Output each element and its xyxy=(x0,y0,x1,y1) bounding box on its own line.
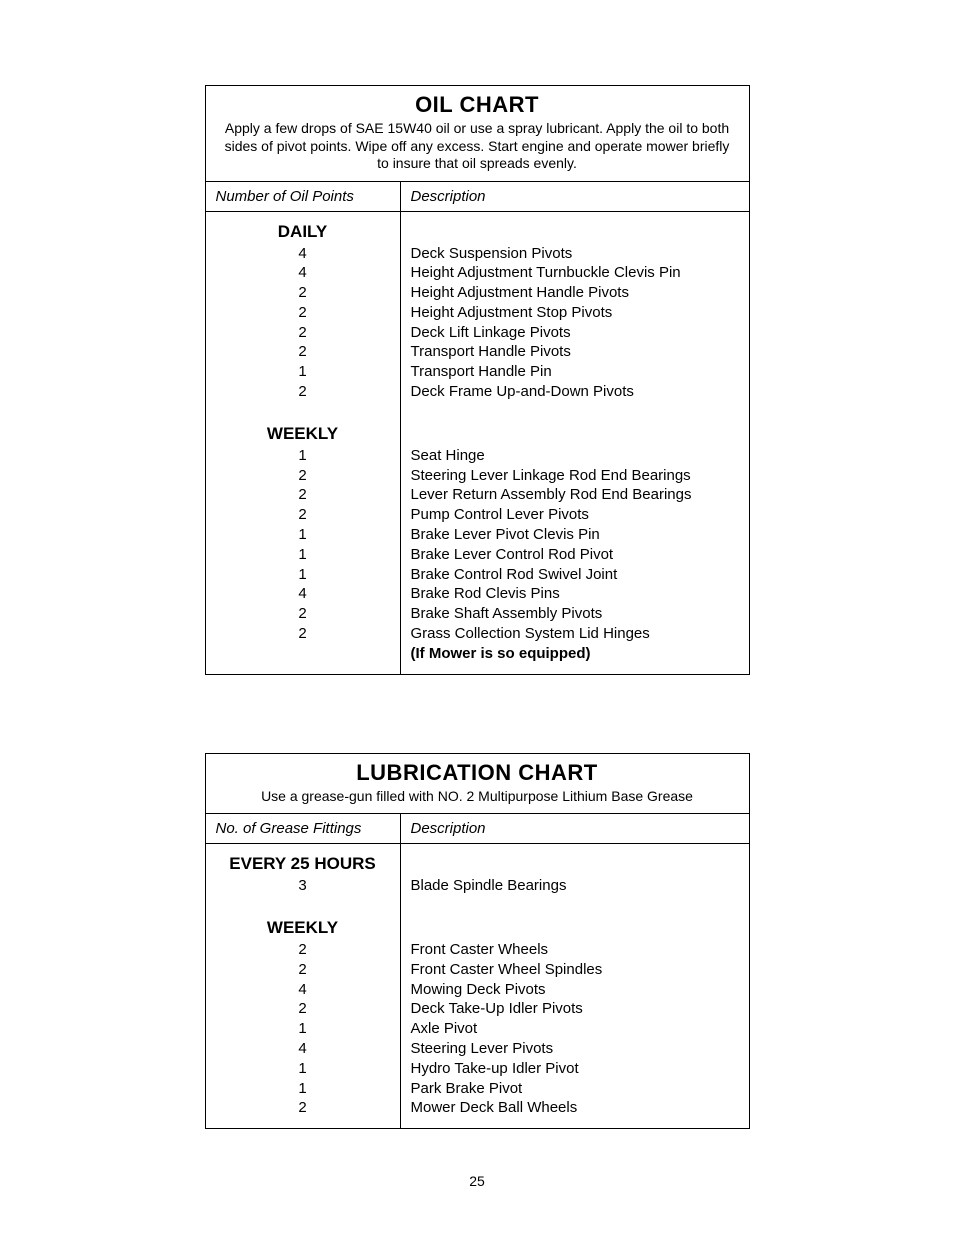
lube-chart-header: LUBRICATION CHART Use a grease-gun fille… xyxy=(206,754,749,815)
lube-chart-body-right: Blade Spindle Bearings Front Caster Whee… xyxy=(401,844,749,1128)
lube-section-title-25h: EVERY 25 HOURS xyxy=(206,854,400,874)
lube-desc: Steering Lever Pivots xyxy=(411,1039,739,1059)
oil-chart-body-left: DAILY 4 4 2 2 2 2 1 2 WEEKLY 1 2 2 2 1 1… xyxy=(206,212,401,674)
lube-chart-box: LUBRICATION CHART Use a grease-gun fille… xyxy=(205,753,750,1129)
oil-desc: Transport Handle Pin xyxy=(411,362,739,382)
spacer xyxy=(206,896,400,914)
lube-chart-column-header: No. of Grease Fittings Description xyxy=(206,814,749,844)
oil-chart-column-header: Number of Oil Points Description xyxy=(206,182,749,212)
lube-num: 4 xyxy=(206,980,400,1000)
lube-num: 3 xyxy=(206,876,400,896)
lube-chart-body: EVERY 25 HOURS 3 WEEKLY 2 2 4 2 1 4 1 1 … xyxy=(206,844,749,1128)
lube-num: 1 xyxy=(206,1079,400,1099)
spacer xyxy=(206,402,400,420)
oil-desc: Deck Lift Linkage Pivots xyxy=(411,323,739,343)
lube-chart-body-left: EVERY 25 HOURS 3 WEEKLY 2 2 4 2 1 4 1 1 … xyxy=(206,844,401,1128)
oil-num: 2 xyxy=(206,505,400,525)
oil-num: 1 xyxy=(206,545,400,565)
oil-desc: Seat Hinge xyxy=(411,446,739,466)
oil-desc: Brake Shaft Assembly Pivots xyxy=(411,604,739,624)
lube-num: 1 xyxy=(206,1059,400,1079)
lube-num: 4 xyxy=(206,1039,400,1059)
oil-desc: Height Adjustment Stop Pivots xyxy=(411,303,739,323)
oil-section-title-daily: DAILY xyxy=(206,222,400,242)
oil-desc: Transport Handle Pivots xyxy=(411,342,739,362)
lube-num: 2 xyxy=(206,999,400,1019)
chart-gap xyxy=(0,675,954,753)
page: OIL CHART Apply a few drops of SAE 15W40… xyxy=(0,0,954,1235)
oil-chart-header: OIL CHART Apply a few drops of SAE 15W40… xyxy=(206,86,749,182)
oil-num: 1 xyxy=(206,446,400,466)
oil-chart-subtitle: Apply a few drops of SAE 15W40 oil or us… xyxy=(220,120,735,173)
lube-num: 2 xyxy=(206,940,400,960)
oil-desc: Brake Rod Clevis Pins xyxy=(411,584,739,604)
oil-desc: Pump Control Lever Pivots xyxy=(411,505,739,525)
oil-chart-body: DAILY 4 4 2 2 2 2 1 2 WEEKLY 1 2 2 2 1 1… xyxy=(206,212,749,674)
lube-desc: Deck Take-Up Idler Pivots xyxy=(411,999,739,1019)
spacer xyxy=(411,896,739,914)
oil-num: 2 xyxy=(206,323,400,343)
oil-chart-box: OIL CHART Apply a few drops of SAE 15W40… xyxy=(205,85,750,675)
lube-num: 1 xyxy=(206,1019,400,1039)
oil-chart-col-right-header: Description xyxy=(401,182,749,211)
oil-num: 2 xyxy=(206,466,400,486)
oil-num: 4 xyxy=(206,584,400,604)
oil-desc: Deck Frame Up-and-Down Pivots xyxy=(411,382,739,402)
oil-num: 2 xyxy=(206,485,400,505)
oil-desc: Lever Return Assembly Rod End Bearings xyxy=(411,485,739,505)
oil-desc: Height Adjustment Handle Pivots xyxy=(411,283,739,303)
lube-desc: Park Brake Pivot xyxy=(411,1079,739,1099)
lube-desc: Mower Deck Ball Wheels xyxy=(411,1098,739,1118)
lube-section-title-weekly: WEEKLY xyxy=(206,918,400,938)
oil-num: 1 xyxy=(206,525,400,545)
lube-num: 2 xyxy=(206,960,400,980)
spacer xyxy=(411,402,739,420)
spacer-title xyxy=(411,854,739,874)
oil-section-title-weekly: WEEKLY xyxy=(206,424,400,444)
spacer-title xyxy=(411,918,739,938)
oil-desc: Brake Control Rod Swivel Joint xyxy=(411,565,739,585)
oil-chart-title: OIL CHART xyxy=(220,92,735,118)
oil-footer-bold: (If Mower is so equipped) xyxy=(411,644,739,664)
oil-desc: Steering Lever Linkage Rod End Bearings xyxy=(411,466,739,486)
oil-num: 2 xyxy=(206,342,400,362)
oil-num: 1 xyxy=(206,565,400,585)
lube-desc: Front Caster Wheels xyxy=(411,940,739,960)
oil-desc: Height Adjustment Turnbuckle Clevis Pin xyxy=(411,263,739,283)
oil-num: 2 xyxy=(206,283,400,303)
oil-num: 2 xyxy=(206,303,400,323)
oil-num: 4 xyxy=(206,244,400,264)
lube-desc: Blade Spindle Bearings xyxy=(411,876,739,896)
lube-chart-col-right-header: Description xyxy=(401,814,749,843)
lube-desc: Axle Pivot xyxy=(411,1019,739,1039)
lube-chart-title: LUBRICATION CHART xyxy=(220,760,735,786)
oil-num: 2 xyxy=(206,382,400,402)
oil-desc: Grass Collection System Lid Hinges xyxy=(411,624,739,644)
lube-chart-subtitle: Use a grease-gun filled with NO. 2 Multi… xyxy=(220,788,735,806)
spacer-title xyxy=(411,424,739,444)
oil-num: 4 xyxy=(206,263,400,283)
lube-num: 2 xyxy=(206,1098,400,1118)
lube-desc: Front Caster Wheel Spindles xyxy=(411,960,739,980)
spacer-title xyxy=(411,222,739,242)
page-number: 25 xyxy=(0,1173,954,1189)
oil-chart-col-left-header: Number of Oil Points xyxy=(206,182,401,211)
oil-desc: Brake Lever Pivot Clevis Pin xyxy=(411,525,739,545)
oil-num: 1 xyxy=(206,362,400,382)
oil-desc: Deck Suspension Pivots xyxy=(411,244,739,264)
oil-num: 2 xyxy=(206,604,400,624)
lube-desc: Mowing Deck Pivots xyxy=(411,980,739,1000)
oil-chart-body-right: Deck Suspension Pivots Height Adjustment… xyxy=(401,212,749,674)
oil-num: 2 xyxy=(206,624,400,644)
oil-desc: Brake Lever Control Rod Pivot xyxy=(411,545,739,565)
lube-desc: Hydro Take-up Idler Pivot xyxy=(411,1059,739,1079)
lube-chart-col-left-header: No. of Grease Fittings xyxy=(206,814,401,843)
